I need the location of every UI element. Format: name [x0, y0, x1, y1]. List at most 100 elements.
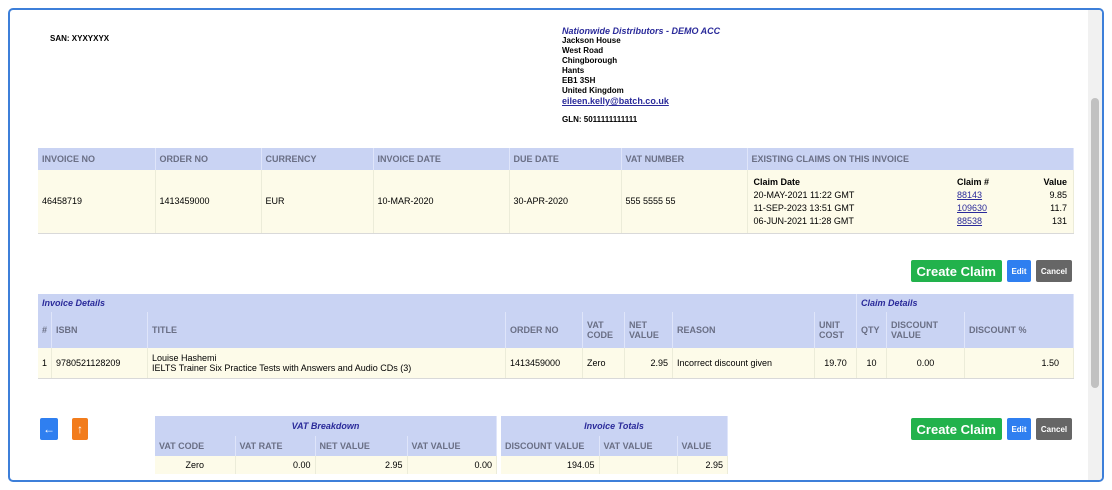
row-discount-pct: 1.50 [964, 348, 1074, 379]
row-net-value: 2.95 [624, 348, 674, 379]
col-title: TITLE [147, 312, 507, 348]
claim-row: 06-JUN-2021 11:28 GMT 88538 131 [754, 214, 1068, 227]
cancel-button[interactable]: Cancel [1036, 418, 1072, 440]
vat-code-value: Zero [155, 456, 236, 474]
invoice-details-caption: Invoice Details [38, 294, 858, 312]
existing-claims-table: Claim Date Claim # Value 20-MAY-2021 11:… [754, 175, 1068, 227]
col-value: VALUE [677, 436, 728, 456]
scroll-top-arrow-icon[interactable]: ↑ [72, 418, 88, 440]
col-vat-rate: VAT RATE [235, 436, 316, 456]
invoice-frame: SAN: XYXYXYX Nationwide Distributors - D… [8, 8, 1104, 482]
vat-value-value: 0.00 [407, 456, 497, 474]
edit-button[interactable]: Edit [1007, 418, 1031, 440]
address-line: West Road [562, 46, 604, 55]
col-vat-code: VAT CODE [582, 312, 626, 348]
vertical-scrollbar[interactable] [1088, 10, 1102, 480]
create-claim-button[interactable]: Create Claim [910, 260, 1002, 282]
vat-rate-value: 0.00 [235, 456, 316, 474]
table-row: Zero 0.00 2.95 0.00 [155, 456, 497, 474]
col-vat-code: VAT CODE [155, 436, 236, 456]
table-row: 46458719 1413459000 EUR 10-MAR-2020 30-A… [38, 170, 1074, 234]
col-order-no: ORDER NO [155, 148, 262, 170]
row-title-cell: Louise Hashemi IELTS Trainer Six Practic… [147, 348, 507, 379]
back-arrow-icon[interactable]: ← [40, 418, 58, 440]
claim-value: 131 [1051, 215, 1067, 226]
claim-date: 11-SEP-2023 13:51 GMT [753, 202, 855, 213]
claim-link[interactable]: 88143 [957, 189, 983, 200]
col-vat-value: VAT VALUE [599, 436, 678, 456]
address-line: EB1 3SH [562, 76, 596, 85]
row-discount-value: 0.00 [886, 348, 966, 379]
claim-link[interactable]: 88538 [957, 215, 983, 226]
vat-number-value: 555 5555 55 [621, 170, 748, 234]
bottom-button-bar: Create Claim Edit Cancel [910, 418, 1072, 440]
vat-value-value [599, 456, 678, 474]
col-order-no: ORDER NO [505, 312, 584, 348]
cancel-button[interactable]: Cancel [1036, 260, 1072, 282]
claim-link[interactable]: 109630 [957, 202, 988, 213]
col-unit-cost: UNIT COST [814, 312, 858, 348]
claim-no-header: Claim # [957, 176, 990, 187]
order-no-value: 1413459000 [155, 170, 262, 234]
top-button-bar: Create Claim Edit Cancel [910, 260, 1072, 282]
invoice-totals-table: Invoice Totals DISCOUNT VALUE VAT VALUE … [501, 416, 728, 474]
claim-details-caption: Claim Details [856, 294, 1074, 312]
due-date-value: 30-APR-2020 [509, 170, 622, 234]
edit-button[interactable]: Edit [1007, 260, 1031, 282]
row-author: Louise Hashemi [152, 352, 217, 363]
address-line: United Kingdom [562, 86, 624, 95]
discount-value-value: 194.05 [501, 456, 600, 474]
net-value-value: 2.95 [315, 456, 408, 474]
col-qty: QTY [856, 312, 888, 348]
invoice-summary-table: INVOICE NO ORDER NO CURRENCY INVOICE DAT… [38, 148, 1074, 234]
col-existing-claims: EXISTING CLAIMS ON THIS INVOICE [747, 148, 1074, 170]
vat-breakdown-table: VAT Breakdown VAT CODE VAT RATE NET VALU… [155, 416, 497, 474]
row-order-no: 1413459000 [505, 348, 584, 379]
claim-value-header: Value [1043, 176, 1067, 187]
claim-date: 06-JUN-2021 11:28 GMT [753, 215, 854, 226]
table-row: 1 9780521128209 Louise Hashemi IELTS Tra… [38, 348, 1074, 379]
col-net-value: NET VALUE [315, 436, 408, 456]
row-isbn: 9780521128209 [51, 348, 149, 379]
claim-row: 20-MAY-2021 11:22 GMT 88143 9.85 [754, 188, 1068, 201]
row-unit-cost: 19.70 [814, 348, 858, 379]
col-due-date: DUE DATE [509, 148, 622, 170]
invoice-details-table: Invoice Details Claim Details # ISBN TIT… [38, 294, 1074, 379]
col-invoice-date: INVOICE DATE [373, 148, 510, 170]
col-reason: REASON [672, 312, 816, 348]
row-reason: Incorrect discount given [672, 348, 816, 379]
address-line: Chingborough [562, 56, 618, 65]
claim-value: 11.7 [1050, 202, 1067, 213]
existing-claims-cell: Claim Date Claim # Value 20-MAY-2021 11:… [747, 170, 1074, 234]
col-discount-value: DISCOUNT VALUE [501, 436, 600, 456]
col-currency: CURRENCY [261, 148, 374, 170]
table-row: 194.05 2.95 [501, 456, 728, 474]
row-qty: 10 [856, 348, 888, 379]
invoice-totals-caption: Invoice Totals [501, 416, 728, 436]
col-invoice-no: INVOICE NO [38, 148, 156, 170]
row-title: IELTS Trainer Six Practice Tests with An… [152, 362, 412, 373]
claim-date-header: Claim Date [753, 176, 801, 187]
col-vat-number: VAT NUMBER [621, 148, 748, 170]
supplier-email-link[interactable]: eileen.kelly@batch.co.uk [562, 96, 669, 106]
col-num: # [38, 312, 52, 348]
gln-label: GLN: 5011111111111 [562, 115, 638, 124]
san-label: SAN: XYXYXYX [50, 34, 110, 43]
col-vat-value: VAT VALUE [407, 436, 497, 456]
address-line: Jackson House [562, 36, 621, 45]
scrollbar-thumb[interactable] [1091, 98, 1099, 388]
row-num: 1 [38, 348, 52, 379]
value-value: 2.95 [677, 456, 728, 474]
col-net-value: NET VALUE [624, 312, 674, 348]
col-isbn: ISBN [51, 312, 149, 348]
address-line: Hants [562, 66, 585, 75]
create-claim-button[interactable]: Create Claim [910, 418, 1002, 440]
col-discount-value: DISCOUNT VALUE [886, 312, 966, 348]
invoice-no-value: 46458719 [38, 170, 156, 234]
currency-value: EUR [261, 170, 374, 234]
claim-value: 9.85 [1049, 189, 1067, 200]
supplier-address: Nationwide Distributors - DEMO ACC Jacks… [562, 26, 720, 125]
col-discount-pct: DISCOUNT % [964, 312, 1074, 348]
claim-date: 20-MAY-2021 11:22 GMT [753, 189, 855, 200]
supplier-company: Nationwide Distributors - DEMO ACC [562, 26, 721, 36]
